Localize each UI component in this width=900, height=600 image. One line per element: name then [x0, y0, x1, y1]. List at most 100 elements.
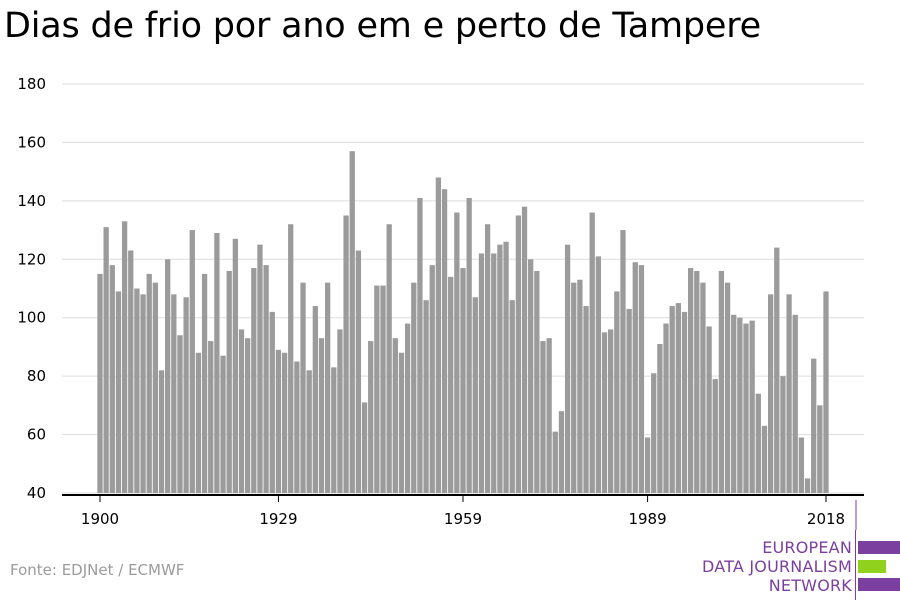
- edjnet-logo[interactable]: EUROPEAN DATA JOURNALISM NETWORK: [700, 530, 900, 600]
- bar-1909: [152, 282, 159, 493]
- y-tick-label-160: 160: [17, 133, 46, 151]
- bar-1990: [651, 373, 657, 493]
- bar-1999: [706, 326, 712, 493]
- bar-2006: [749, 320, 755, 493]
- bar-1994: [675, 303, 681, 493]
- bar-1959: [460, 268, 466, 493]
- bar-1935: [312, 306, 318, 493]
- bar-1946: [380, 285, 386, 493]
- logo-line-2: DATA JOURNALISM: [702, 557, 852, 576]
- bar-1932: [294, 361, 300, 493]
- bar-1924: [245, 338, 251, 493]
- bar-1993: [669, 306, 675, 493]
- x-tick-label-1929: 1929: [259, 510, 297, 528]
- x-axis: 1900 1929 1959 1989 2018: [62, 494, 864, 528]
- y-tick-label-100: 100: [17, 309, 46, 327]
- y-tick-label-80: 80: [27, 367, 46, 385]
- bar-1950: [404, 323, 411, 493]
- bar-1938: [331, 367, 337, 493]
- bar-1992: [663, 323, 669, 493]
- bar-2009: [767, 294, 774, 493]
- bar-1980: [589, 212, 595, 494]
- bar-1958: [454, 212, 460, 494]
- bar-2003: [731, 314, 737, 493]
- bar-1953: [423, 300, 429, 493]
- bar-1919: [214, 232, 220, 493]
- bar-1921: [226, 270, 232, 493]
- bar-2010: [774, 247, 780, 493]
- bars: [97, 151, 829, 494]
- bar-2015: [804, 478, 811, 493]
- bar-1943: [361, 402, 368, 493]
- bar-1947: [386, 224, 392, 493]
- bar-1930: [281, 352, 288, 493]
- bar-1902: [109, 265, 115, 493]
- bar-1983: [608, 329, 614, 493]
- bar-1908: [146, 273, 152, 493]
- bar-2013: [792, 314, 798, 493]
- logo-bar-top: [858, 541, 900, 554]
- bar-1928: [269, 311, 275, 493]
- logo-divider: [855, 530, 856, 600]
- y-tick-label-120: 120: [17, 250, 46, 268]
- bar-1960: [466, 197, 472, 493]
- bar-1918: [208, 341, 214, 493]
- bar-1948: [392, 338, 398, 493]
- logo-bar-middle: [858, 560, 886, 573]
- bar-1905: [128, 250, 134, 493]
- bar-1915: [189, 230, 195, 494]
- bar-1964: [491, 253, 497, 493]
- x-tick-label-1989: 1989: [628, 510, 666, 528]
- bar-1975: [558, 411, 565, 493]
- source-note: Fonte: EDJNet / ECMWF: [10, 561, 185, 579]
- bar-1951: [411, 282, 417, 493]
- y-tick-label-180: 180: [17, 75, 46, 93]
- bar-1966: [503, 241, 509, 493]
- logo-line-1: EUROPEAN: [762, 538, 852, 557]
- bar-1954: [429, 265, 435, 493]
- bar-1987: [632, 262, 638, 493]
- bar-1971: [534, 270, 540, 493]
- bar-1988: [638, 265, 645, 493]
- bar-2005: [743, 323, 749, 493]
- bar-1998: [700, 282, 706, 493]
- bar-1941: [349, 151, 355, 493]
- bar-1986: [626, 308, 632, 493]
- bar-2017: [817, 405, 823, 493]
- logo-bar-bottom: [858, 578, 900, 591]
- bar-1976: [564, 244, 571, 493]
- bar-1996: [687, 268, 694, 493]
- bar-2004: [737, 317, 743, 493]
- bar-1940: [343, 215, 349, 493]
- bar-1934: [306, 370, 312, 493]
- bar-1961: [472, 297, 478, 493]
- bar-1984: [614, 291, 620, 493]
- bar-1985: [620, 230, 626, 494]
- bar-1925: [251, 268, 257, 493]
- chart-title: Dias de frio por ano em e perto de Tampe…: [4, 6, 761, 46]
- bar-1907: [140, 294, 146, 493]
- y-tick-label-40: 40: [27, 484, 46, 502]
- bar-1927: [263, 265, 269, 493]
- bar-2016: [811, 358, 817, 493]
- bar-2002: [724, 282, 731, 493]
- bar-1936: [318, 338, 325, 493]
- bar-1904: [121, 221, 128, 494]
- bar-1979: [583, 306, 589, 493]
- bar-1957: [448, 276, 454, 493]
- bar-2011: [780, 376, 786, 493]
- bar-1973: [546, 338, 552, 493]
- bar-1962: [478, 253, 485, 493]
- bar-1981: [595, 256, 602, 493]
- bar-1945: [374, 285, 380, 493]
- bar-1977: [571, 282, 577, 493]
- bar-1910: [158, 370, 165, 493]
- bar-1933: [300, 282, 306, 493]
- bar-1916: [195, 352, 202, 493]
- bar-1906: [134, 288, 140, 493]
- x-tick-label-1959: 1959: [444, 510, 482, 528]
- bar-1991: [657, 344, 663, 493]
- bar-1913: [177, 335, 183, 493]
- bar-1967: [509, 300, 515, 493]
